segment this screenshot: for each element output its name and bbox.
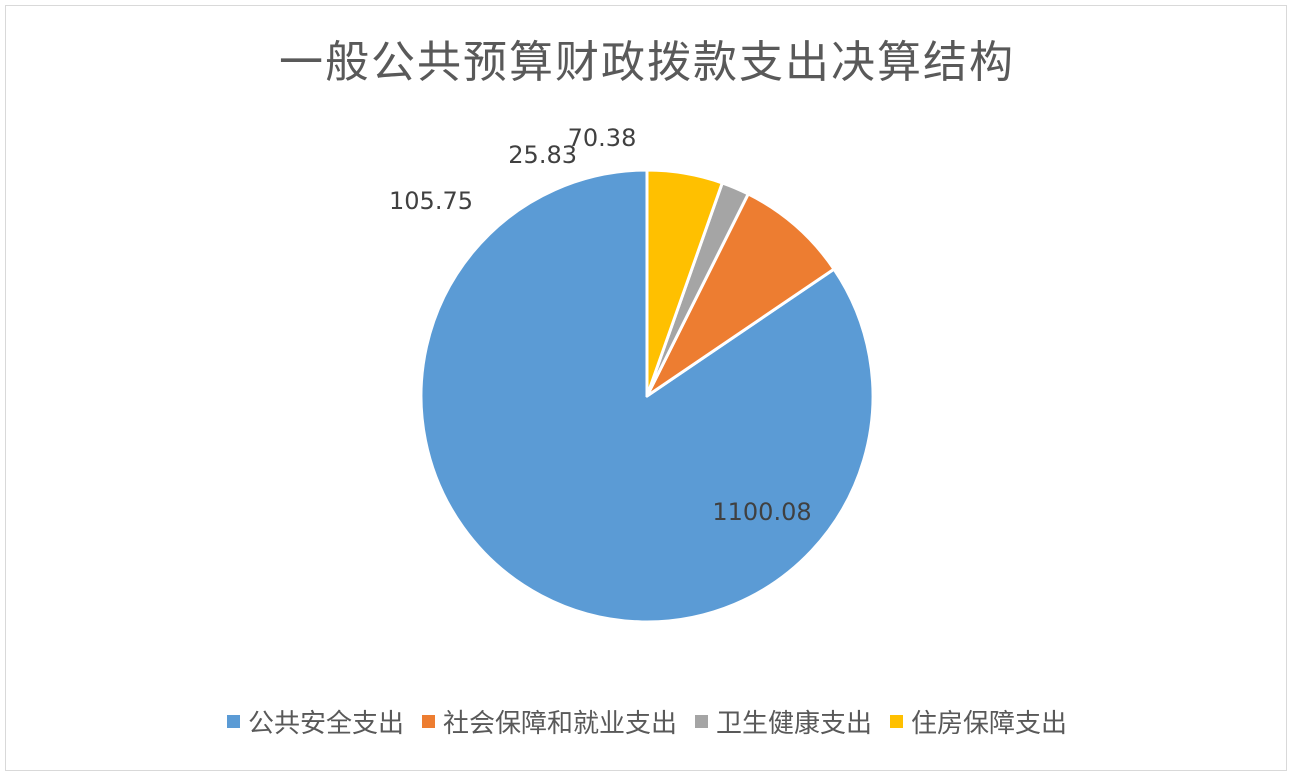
legend-label: 住房保障支出 [911, 709, 1068, 739]
pie-slice-social-security [645, 192, 836, 398]
data-label: 1100.08 [712, 498, 811, 526]
chart-legend: 公共安全支出 社会保障和就业支出 卫生健康支出 住房保障支出 [0, 703, 1294, 740]
pie-slice-housing [645, 168, 724, 398]
legend-item-health: 卫生健康支出 [695, 703, 872, 740]
legend-label: 公共安全支出 [247, 709, 404, 739]
legend-item-public-security: 公共安全支出 [226, 703, 404, 740]
legend-label: 卫生健康支出 [716, 709, 873, 739]
legend-label: 社会保障和就业支出 [442, 709, 677, 739]
legend-swatch [421, 715, 435, 728]
legend-item-housing: 住房保障支出 [890, 703, 1067, 740]
legend-swatch [695, 715, 708, 728]
chart-title: 一般公共预算财政拨款支出决算结构 [279, 37, 1015, 88]
legend-item-social-security: 社会保障和就业支出 [421, 703, 677, 740]
data-label: 105.75 [389, 187, 473, 215]
legend-swatch [226, 715, 240, 728]
data-label: 25.83 [508, 141, 577, 169]
legend-swatch [890, 715, 904, 728]
pie-slices [419, 168, 875, 624]
data-label: 70.38 [568, 124, 637, 152]
